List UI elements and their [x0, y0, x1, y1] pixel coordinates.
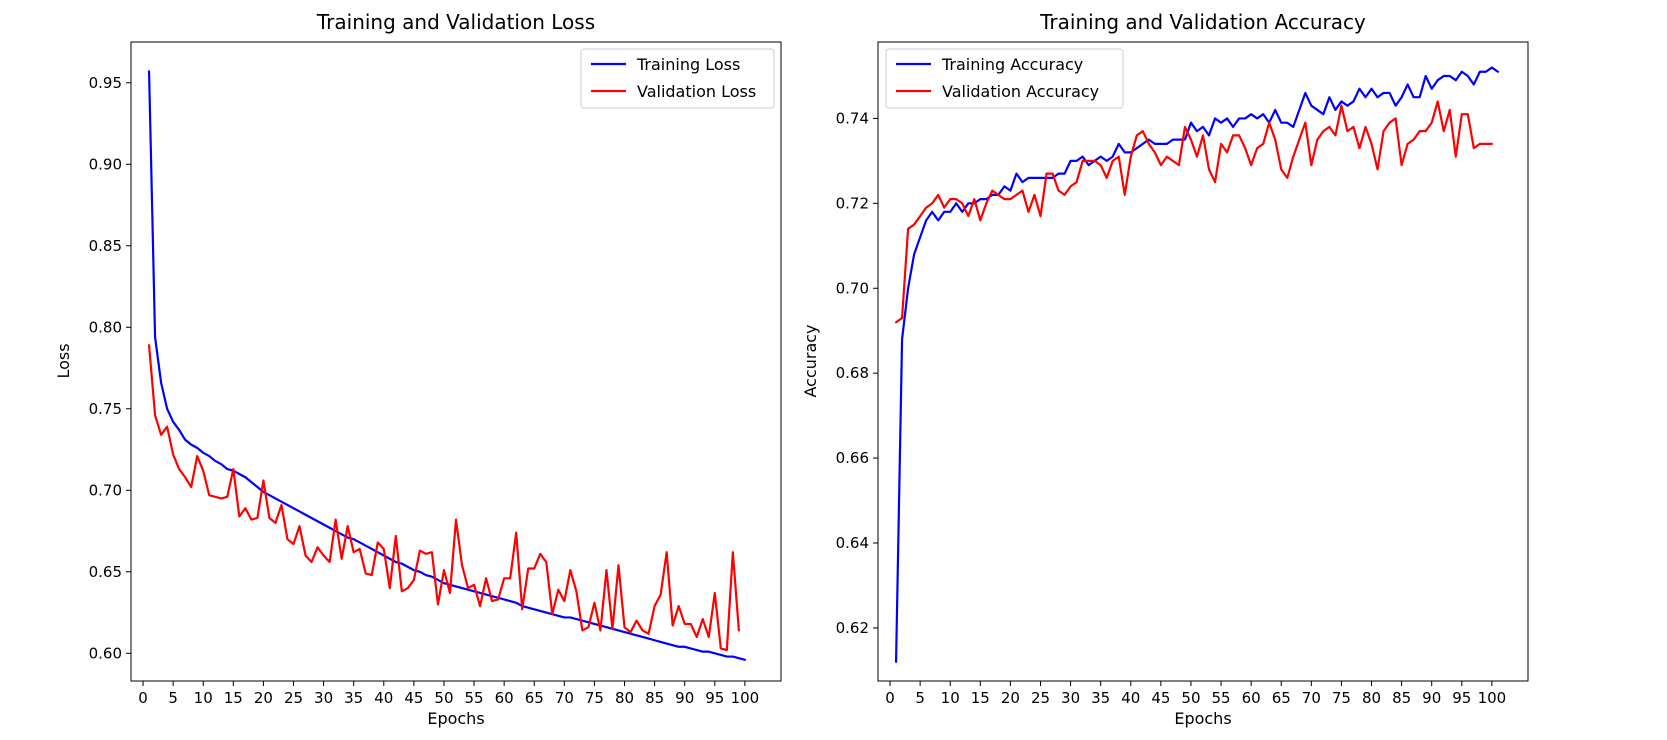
x-tick-label: 70: [555, 689, 574, 707]
x-tick-label: 60: [495, 689, 514, 707]
y-tick-label: 0.75: [89, 400, 122, 418]
y-tick-label: 0.80: [89, 318, 122, 336]
y-axis-label: Accuracy: [801, 324, 820, 397]
x-tick-label: 15: [971, 689, 990, 707]
legend-label-training-loss: Training Loss: [636, 55, 740, 74]
accuracy-chart: Training and Validation Accuracy Accurac…: [801, 10, 1529, 728]
x-tick-label: 60: [1242, 689, 1261, 707]
legend-label-training-accuracy: Training Accuracy: [941, 55, 1083, 74]
x-tick-label: 75: [1332, 689, 1351, 707]
legend: Training Accuracy Validation Accuracy: [885, 48, 1124, 109]
x-tick-label: 100: [731, 689, 760, 707]
x-axis-label: Epochs: [1174, 709, 1231, 728]
x-tick-label: 20: [254, 689, 273, 707]
x-tick-label: 10: [941, 689, 960, 707]
x-tick-label: 40: [374, 689, 393, 707]
plot-frame: [877, 41, 1529, 682]
x-tick-label: 15: [224, 689, 243, 707]
x-tick-label: 90: [1422, 689, 1441, 707]
x-tick-label: 65: [1272, 689, 1291, 707]
x-tick-label: 25: [284, 689, 303, 707]
y-tick-label: 0.74: [836, 109, 869, 127]
y-tick-label: 0.62: [836, 619, 869, 637]
x-tick-label: 25: [1031, 689, 1050, 707]
x-tick-label: 65: [525, 689, 544, 707]
x-tick-label: 55: [465, 689, 484, 707]
legend-label-validation-loss: Validation Loss: [637, 82, 756, 101]
y-tick-label: 0.70: [89, 481, 122, 499]
plot-frame: [130, 41, 782, 682]
y-tick-label: 0.85: [89, 237, 122, 255]
x-tick-label: 95: [705, 689, 724, 707]
legend-box: [580, 48, 775, 109]
legend: Training Loss Validation Loss: [580, 48, 775, 109]
plot-area: 0 5 10 15 20 25 30 35 40 45 50 55 60 65 70 75 80 85 90 95 10…: [836, 66, 1507, 707]
x-tick-label: 0: [138, 689, 148, 707]
x-axis-label: Epochs: [427, 709, 484, 728]
x-tick-label: 35: [1091, 689, 1110, 707]
x-tick-label: 85: [645, 689, 664, 707]
chart-title: Training and Validation Accuracy: [1039, 10, 1366, 34]
x-tick-label: 45: [404, 689, 423, 707]
x-tick-label: 50: [434, 689, 453, 707]
x-tick-label: 20: [1001, 689, 1020, 707]
y-tick-label: 0.65: [89, 563, 122, 581]
x-tick-label: 75: [585, 689, 604, 707]
y-tick-label: 0.72: [836, 194, 869, 212]
x-tick-label: 40: [1121, 689, 1140, 707]
x-tick-label: 30: [314, 689, 333, 707]
x-tick-label: 95: [1452, 689, 1471, 707]
y-tick-label: 0.70: [836, 279, 869, 297]
legend-label-validation-accuracy: Validation Accuracy: [942, 82, 1099, 101]
x-tick-label: 80: [615, 689, 634, 707]
x-tick-label: 0: [885, 689, 895, 707]
x-tick-label: 85: [1392, 689, 1411, 707]
x-tick-label: 5: [168, 689, 178, 707]
plot-area: 0 5 10 15 20 25 30 35 40 45 50 55 60 65 70 75 80 85 90 95 10…: [89, 70, 760, 707]
x-tick-label: 80: [1362, 689, 1381, 707]
y-tick-label: 0.95: [89, 74, 122, 92]
series-line-validation-loss: [147, 344, 740, 652]
x-tick-label: 35: [344, 689, 363, 707]
loss-chart: Training and Validation Loss Loss Epochs…: [54, 10, 782, 728]
y-tick-label: 0.90: [89, 155, 122, 173]
x-tick-label: 70: [1302, 689, 1321, 707]
series-line-training-accuracy: [894, 66, 1500, 663]
x-tick-label: 90: [675, 689, 694, 707]
x-tick-label: 5: [915, 689, 925, 707]
y-tick-label: 0.60: [89, 644, 122, 662]
series-line-validation-accuracy: [894, 100, 1493, 324]
x-tick-label: 50: [1181, 689, 1200, 707]
y-tick-label: 0.66: [836, 449, 869, 467]
y-tick-label: 0.64: [836, 534, 869, 552]
y-tick-label: 0.68: [836, 364, 869, 382]
x-tick-label: 55: [1212, 689, 1231, 707]
y-axis-label: Loss: [54, 343, 73, 378]
x-tick-label: 10: [194, 689, 213, 707]
x-tick-label: 100: [1478, 689, 1507, 707]
chart-title: Training and Validation Loss: [316, 10, 595, 34]
x-tick-label: 45: [1151, 689, 1170, 707]
legend-box: [885, 48, 1124, 109]
x-tick-label: 30: [1061, 689, 1080, 707]
